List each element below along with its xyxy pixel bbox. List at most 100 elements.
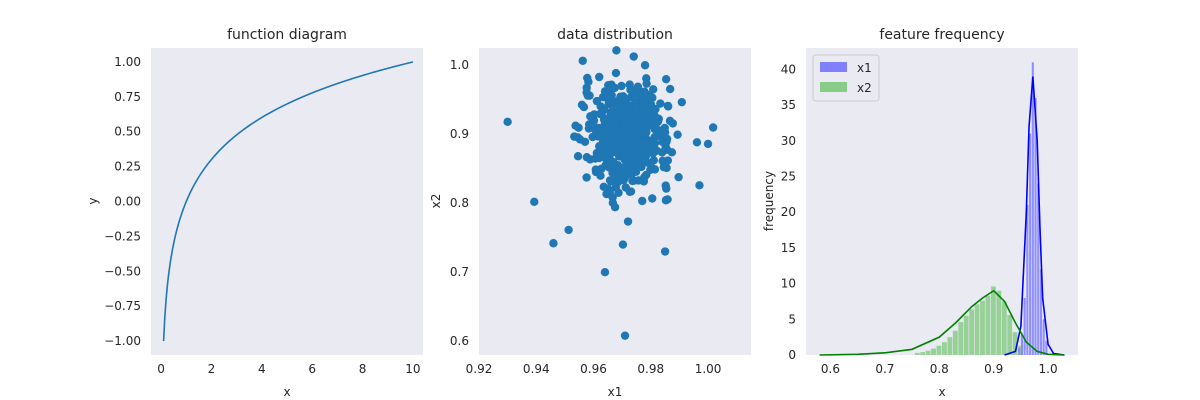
x-tick-label: 6	[308, 362, 316, 376]
scatter-point	[642, 79, 651, 88]
legend: x1 x2	[812, 54, 880, 102]
scatter-point	[650, 124, 659, 133]
histogram-bar-x2	[990, 286, 996, 355]
scatter-point	[673, 130, 682, 139]
scatter-point	[610, 203, 620, 212]
scatter-point	[602, 189, 611, 199]
histogram-bar-x2	[936, 345, 942, 355]
plot-area	[151, 48, 423, 355]
y-tick-label: 0	[788, 348, 796, 362]
scatter-point	[649, 156, 658, 165]
legend-label-x1: x1	[857, 61, 872, 75]
y-tick-label: 0.9	[450, 127, 469, 141]
chart-marks	[503, 46, 718, 340]
scatter-point	[609, 116, 619, 126]
histogram-bar-x2	[1001, 301, 1007, 355]
histogram-bar-x2	[931, 348, 936, 355]
x-axis-label: x	[938, 385, 945, 399]
scatter-point	[583, 91, 592, 100]
scatter-point	[593, 123, 603, 133]
histogram-bar-x1	[1029, 133, 1032, 355]
scatter-point	[667, 148, 677, 157]
x-tick-label: 0.6	[821, 362, 840, 376]
legend-swatch-x1	[820, 62, 847, 72]
scatter-point	[586, 112, 596, 121]
scatter-point	[695, 181, 704, 190]
scatter-point	[582, 83, 591, 92]
scatter-point	[600, 268, 610, 277]
scatter-point	[613, 171, 623, 181]
scatter-point	[640, 61, 650, 70]
y-tick-label: 0.25	[114, 160, 141, 174]
histogram-bar-x2	[985, 295, 991, 355]
histogram-bar-x1	[1023, 297, 1026, 355]
scatter-point	[622, 155, 631, 165]
scatter-point	[592, 96, 602, 106]
scatter-point	[595, 72, 604, 82]
x-tick-label: 0.7	[875, 362, 894, 376]
scatter-point	[663, 102, 673, 111]
scatter-point	[708, 123, 718, 132]
scatter-point	[646, 115, 655, 124]
scatter-point	[612, 46, 621, 55]
histogram-bar-x1	[1020, 333, 1023, 355]
scatter-point	[628, 176, 637, 186]
scatter-point	[614, 188, 623, 197]
scatter-point	[599, 182, 608, 192]
scatter-point	[596, 171, 605, 180]
scatter-point	[656, 99, 665, 108]
histogram-bar-x2	[952, 330, 958, 355]
y-tick-label: 40	[781, 62, 796, 76]
histogram-bar-x1	[1018, 347, 1021, 355]
y-tick-labels: 0.6 0.7 0.8 0.9 1.0	[450, 58, 469, 348]
y-axis-label: frequency	[762, 171, 776, 231]
y-axis-label: y	[86, 197, 100, 204]
scatter-point	[582, 173, 591, 182]
x-tick-label: 0.96	[580, 362, 607, 376]
scatter-point	[638, 106, 647, 115]
y-tick-labels: −1.00 −0.75 −0.50 −0.25 0.00 0.25 0.50 0.75 1.00	[104, 55, 141, 348]
scatter-point	[503, 117, 512, 127]
scatter-point	[647, 143, 657, 153]
y-tick-label: 0.8	[450, 196, 469, 210]
scatter-point	[549, 239, 558, 248]
x-axis-label: x1	[608, 385, 623, 399]
scatter-point	[639, 98, 649, 107]
y-tick-label: −0.50	[104, 264, 141, 278]
scatter-point	[629, 52, 638, 61]
y-tick-label: 1.00	[114, 55, 141, 69]
histogram-bar-x2	[974, 304, 980, 355]
x-tick-label: 0.98	[637, 362, 664, 376]
y-tick-label: 30	[781, 134, 796, 148]
x-tick-label: 0.94	[523, 362, 550, 376]
scatter-point	[571, 121, 580, 130]
y-tick-label: 0.7	[450, 265, 469, 279]
scatter-point	[598, 137, 608, 147]
scatter-point	[630, 133, 640, 143]
scatter-point	[591, 165, 601, 174]
y-tick-label: 15	[781, 241, 796, 255]
scatter-point	[658, 137, 667, 146]
histogram-bar-x2	[925, 350, 931, 355]
histogram-bar-x2	[980, 300, 985, 355]
histogram-bar-x2	[963, 315, 969, 355]
histogram-bar-x2	[969, 309, 975, 355]
y-tick-labels: 0 5 10 15 20 25 30 35 40	[781, 62, 796, 362]
y-tick-label: 5	[788, 312, 796, 326]
scatter-point	[639, 177, 649, 186]
histogram-bar-x1	[1045, 340, 1048, 355]
histogram-bar-x2	[1018, 345, 1023, 355]
chart-title: feature frequency	[879, 27, 1004, 43]
scatter-point	[692, 138, 702, 147]
chart-title: data distribution	[557, 27, 673, 43]
scatter-point	[606, 131, 615, 140]
scatter-point	[633, 157, 643, 167]
scatter-point	[610, 83, 619, 93]
scatter-point	[657, 148, 667, 157]
scatter-point	[658, 156, 667, 166]
scatter-point	[619, 119, 628, 129]
x-tick-label: 0.9	[984, 362, 1003, 376]
scatter-point	[605, 157, 614, 166]
scatter-point	[614, 142, 624, 152]
scatter-point	[573, 152, 583, 161]
